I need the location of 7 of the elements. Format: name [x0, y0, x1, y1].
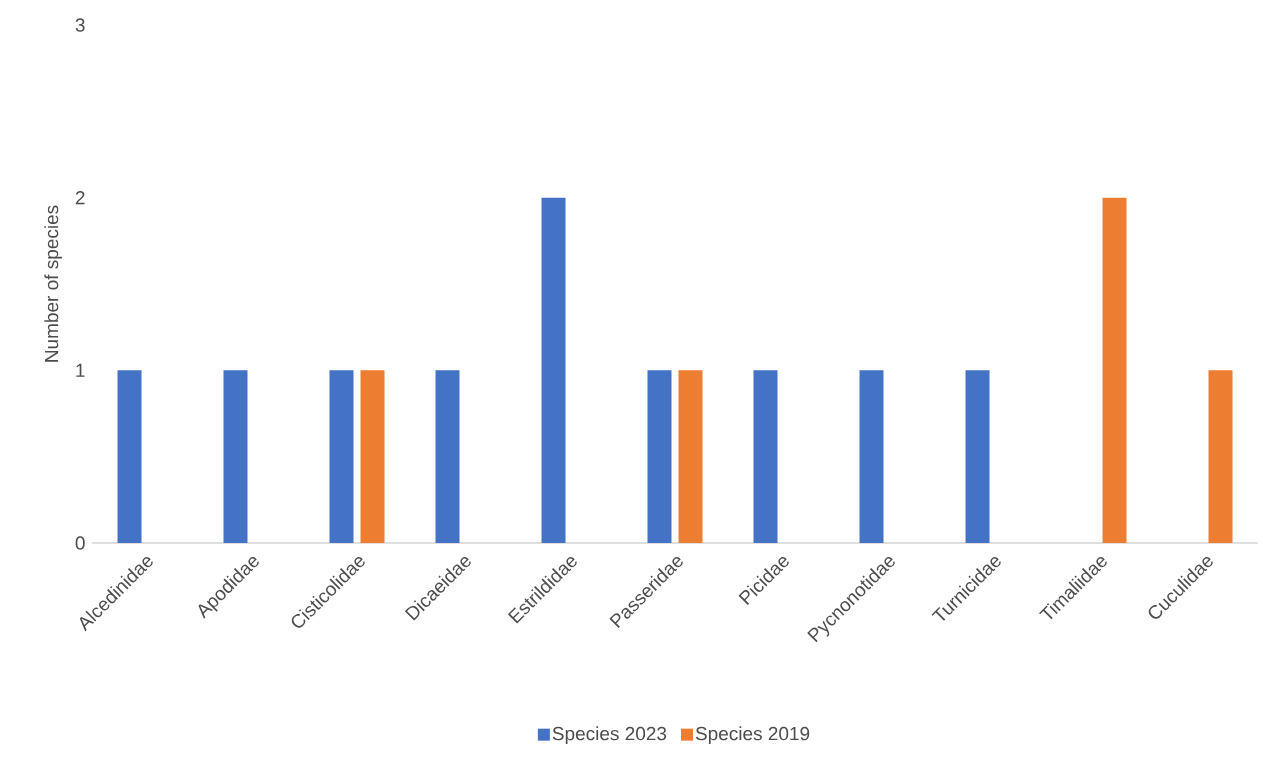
y-axis-title: Number of species — [44, 205, 63, 362]
y-tick-label: 3 — [75, 18, 85, 32]
y-tick-label: 0 — [75, 536, 85, 550]
legend-label: Species 2019 — [695, 726, 810, 745]
y-tick-label: 2 — [75, 191, 85, 205]
y-tick-label: 1 — [76, 363, 85, 377]
legend-label: Species 2023 — [552, 726, 667, 745]
